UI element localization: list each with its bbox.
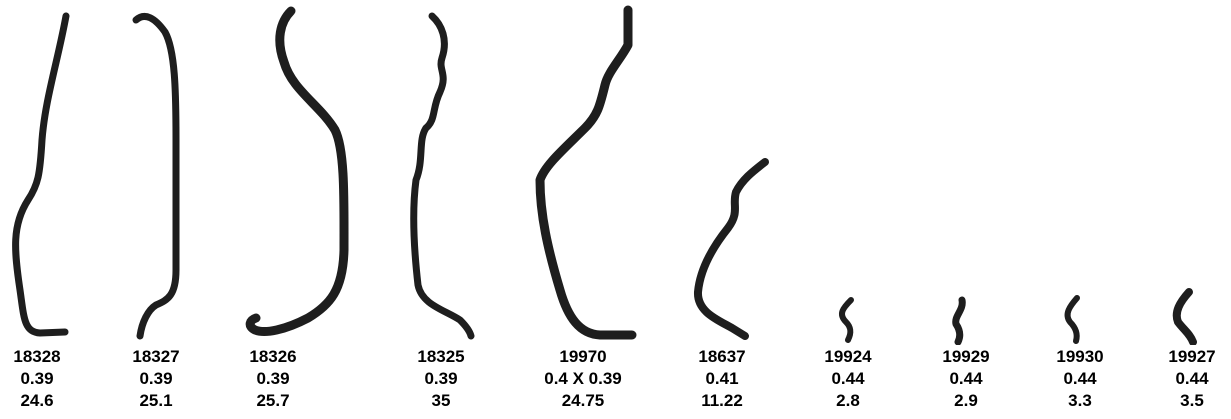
item-length: 24.75 xyxy=(561,391,605,410)
hose-image xyxy=(12,12,70,337)
item-part: 19924 xyxy=(824,347,872,366)
item-diameter: 0.39 xyxy=(20,369,54,388)
item-part: 18326 xyxy=(249,347,297,366)
item-label: 19929 0.44 2.9 xyxy=(906,346,1026,412)
item-diameter: 0.39 xyxy=(139,369,173,388)
item-label: 19924 0.44 2.8 xyxy=(788,346,908,412)
item-part: 19970 xyxy=(559,347,607,366)
item-length: 35 xyxy=(431,391,451,410)
hose-image xyxy=(694,158,769,340)
item-part: 19930 xyxy=(1056,347,1104,366)
hose-image xyxy=(132,13,180,340)
item-label: 19930 0.44 3.3 xyxy=(1020,346,1140,412)
hose-image xyxy=(952,296,966,345)
item-part: 19929 xyxy=(942,347,990,366)
hose-image xyxy=(838,297,854,343)
item-length: 2.8 xyxy=(836,391,860,410)
hose-image xyxy=(535,5,637,340)
item-diameter: 0.44 xyxy=(949,369,983,388)
item-part: 19927 xyxy=(1168,347,1216,366)
item-diameter: 0.44 xyxy=(831,369,865,388)
item-diameter: 0.44 xyxy=(1175,369,1209,388)
item-label: 19970 0.4 X 0.39 24.75 xyxy=(523,346,643,412)
item-label: 18327 0.39 25.1 xyxy=(96,346,216,412)
hose-image xyxy=(1172,288,1197,345)
item-diameter: 0.4 X 0.39 xyxy=(544,369,622,388)
item-diameter: 0.39 xyxy=(424,369,458,388)
item-length: 25.1 xyxy=(139,391,173,410)
item-length: 3.5 xyxy=(1180,391,1204,410)
hose-images xyxy=(12,5,1197,345)
item-length: 24.6 xyxy=(20,391,54,410)
item-part: 18328 xyxy=(13,347,61,366)
item-length: 25.7 xyxy=(256,391,290,410)
item-diameter: 0.39 xyxy=(256,369,290,388)
hose-image xyxy=(1064,295,1080,344)
hose-image xyxy=(410,12,475,340)
item-part: 18327 xyxy=(132,347,180,366)
item-label: 19927 0.44 3.5 xyxy=(1132,346,1231,412)
item-part: 18325 xyxy=(417,347,465,366)
item-length: 2.9 xyxy=(954,391,978,410)
item-part: 18637 xyxy=(698,347,746,366)
item-diameter: 0.44 xyxy=(1063,369,1097,388)
item-length: 11.22 xyxy=(701,391,743,410)
item-length: 3.3 xyxy=(1068,391,1092,410)
item-diameter: 0.41 xyxy=(705,369,739,388)
item-label: 18637 0.41 11.22 xyxy=(662,346,782,412)
item-label: 18326 0.39 25.7 xyxy=(213,346,333,412)
item-label: 18328 0.39 24.6 xyxy=(0,346,97,412)
item-label: 18325 0.39 35 xyxy=(381,346,501,412)
hose-image xyxy=(245,6,349,336)
